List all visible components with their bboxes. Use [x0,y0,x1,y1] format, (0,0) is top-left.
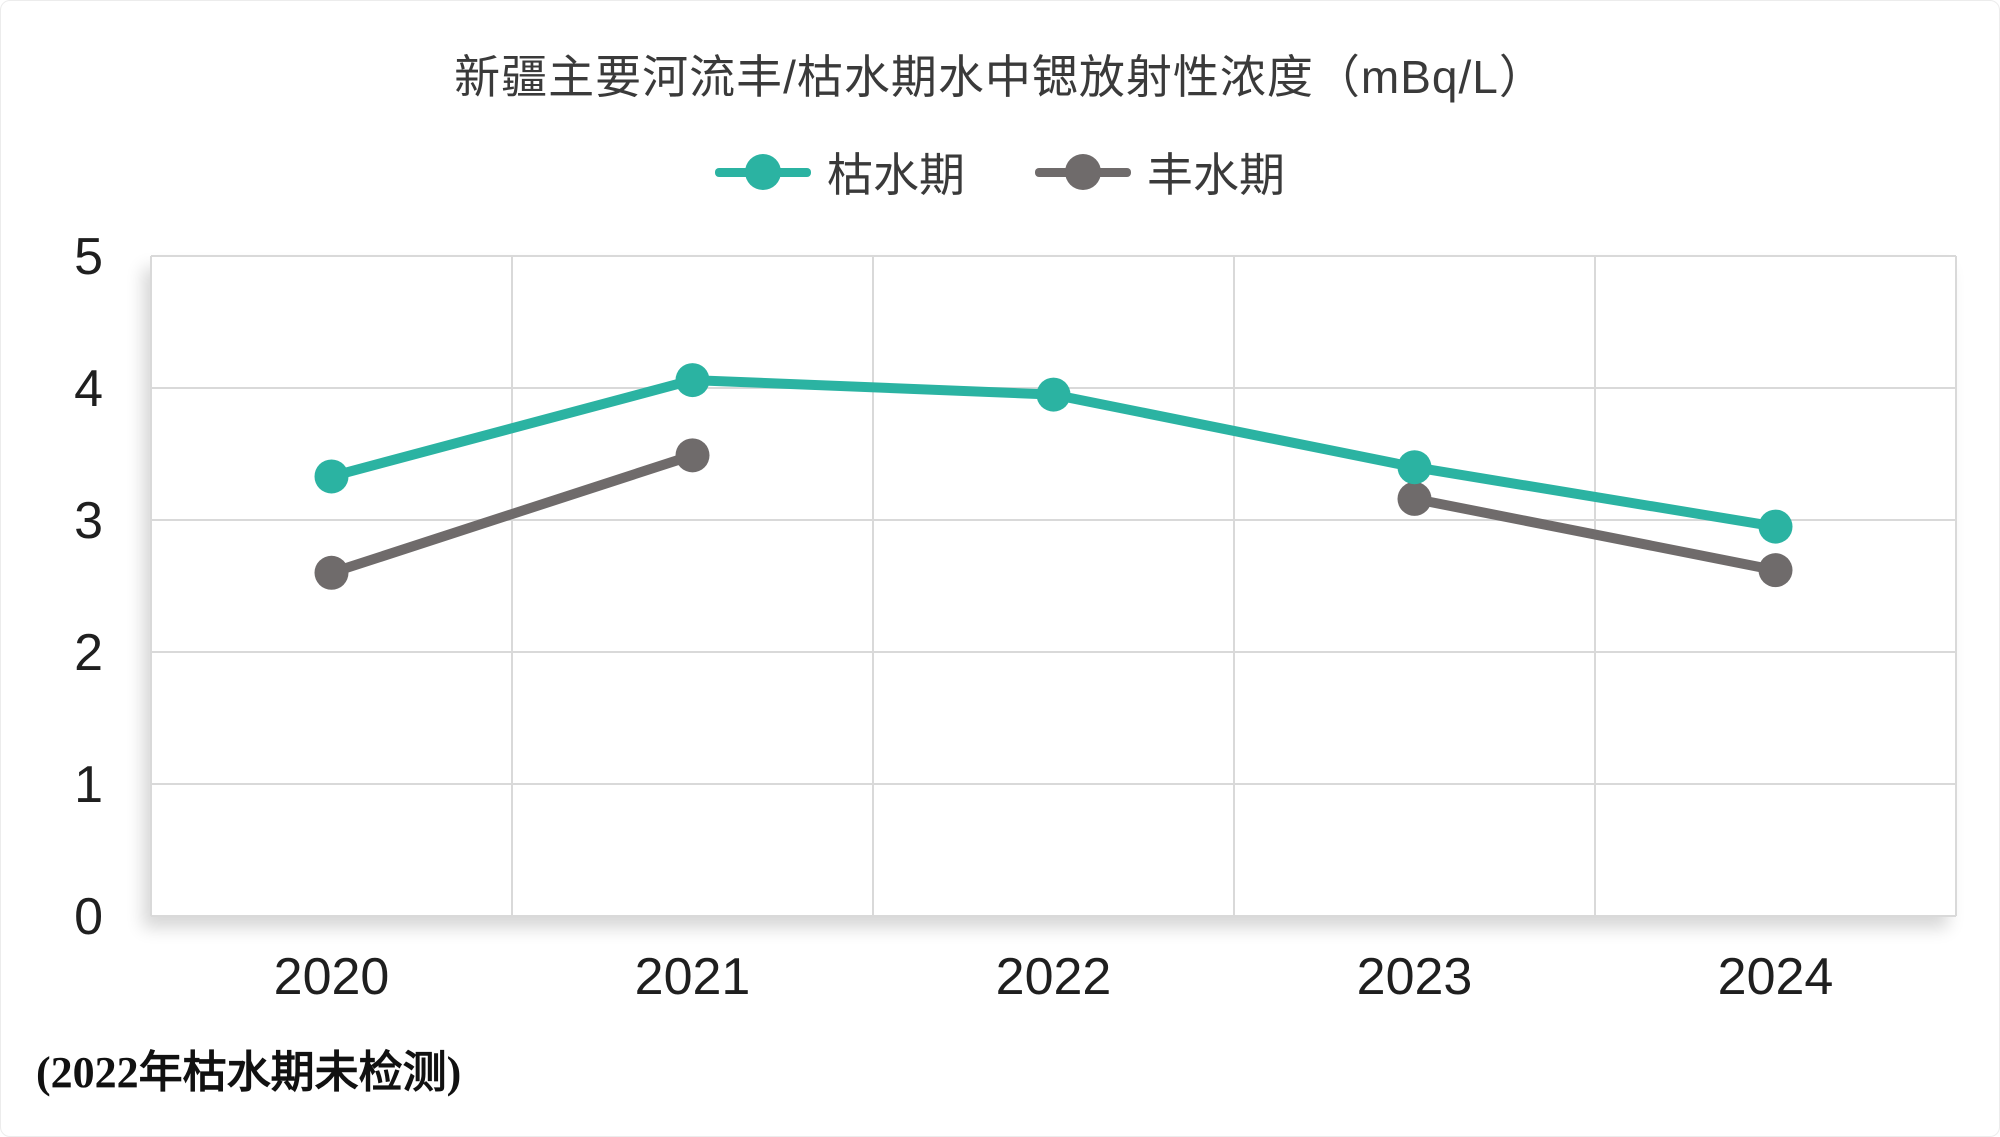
svg-text:4: 4 [74,360,103,418]
legend-dot-icon [1065,154,1101,190]
svg-text:3: 3 [74,492,103,550]
svg-text:2020: 2020 [274,948,390,1006]
legend: 枯水期 丰水期 [1,139,1999,205]
plot-area-shadow [151,256,1956,916]
legend-item-wet-season: 丰水期 [1035,139,1285,205]
svg-text:2021: 2021 [635,948,751,1006]
chart-title: 新疆主要河流丰/枯水期水中锶放射性浓度（mBq/L） [454,51,1546,103]
svg-text:2: 2 [74,624,103,682]
legend-item-dry-season: 枯水期 [715,139,965,205]
legend-label-dry-season: 枯水期 [827,149,965,201]
footnote: (2022年枯水期未检测) [36,1048,462,1097]
svg-text:2024: 2024 [1718,948,1834,1006]
legend-line-marker-icon [1035,154,1131,190]
svg-text:0: 0 [74,888,103,946]
legend-dot-icon [745,154,781,190]
legend-label-wet-season: 丰水期 [1147,149,1285,201]
svg-text:2022: 2022 [996,948,1112,1006]
svg-text:5: 5 [74,228,103,286]
svg-text:2023: 2023 [1357,948,1473,1006]
svg-text:1: 1 [74,756,103,814]
legend-line-marker-icon [715,154,811,190]
line-chart: 0 1 2 3 4 5 2020 2021 2022 2023 2024 [74,228,1957,1006]
